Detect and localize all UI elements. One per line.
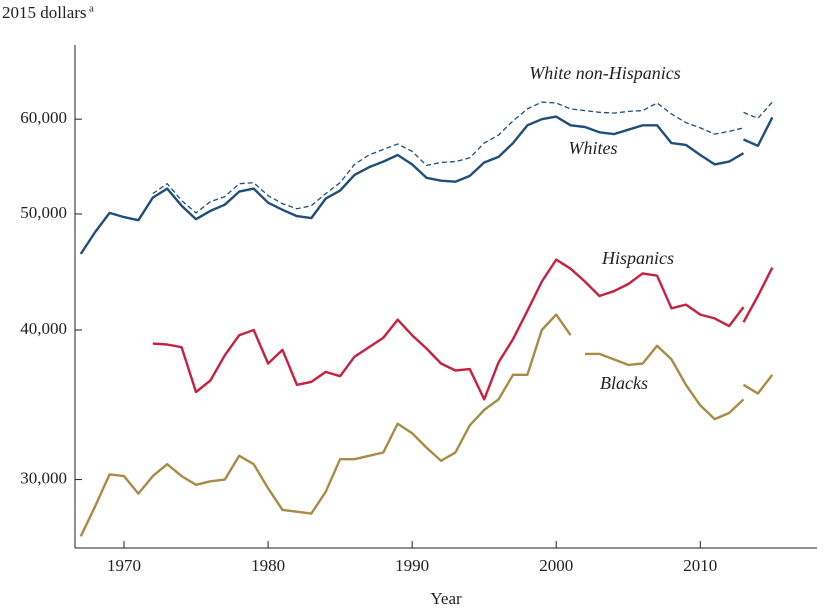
x-tick-label: 1990 (395, 556, 429, 575)
x-tick-label: 1980 (251, 556, 285, 575)
series-line (152, 258, 774, 401)
series-label: Whites (569, 138, 618, 158)
series-line (152, 101, 773, 214)
y-tick-label: 40,000 (20, 319, 67, 338)
series-label: White non-Hispanics (529, 63, 680, 83)
series-line (79, 115, 774, 255)
series-label: Blacks (600, 373, 648, 393)
y-axis-label: 2015 dollars (2, 3, 87, 22)
x-tick-label: 2000 (539, 556, 573, 575)
y-tick-label: 60,000 (20, 108, 67, 127)
y-tick-label: 50,000 (20, 203, 67, 222)
y-tick-label: 30,000 (20, 468, 67, 487)
y-axis-label-footnote: a (89, 3, 94, 15)
x-tick-label: 1970 (107, 556, 141, 575)
x-tick-label: 2010 (683, 556, 717, 575)
x-axis-label: Year (430, 589, 462, 608)
series-line (79, 313, 774, 537)
series-label: Hispanics (601, 248, 674, 268)
